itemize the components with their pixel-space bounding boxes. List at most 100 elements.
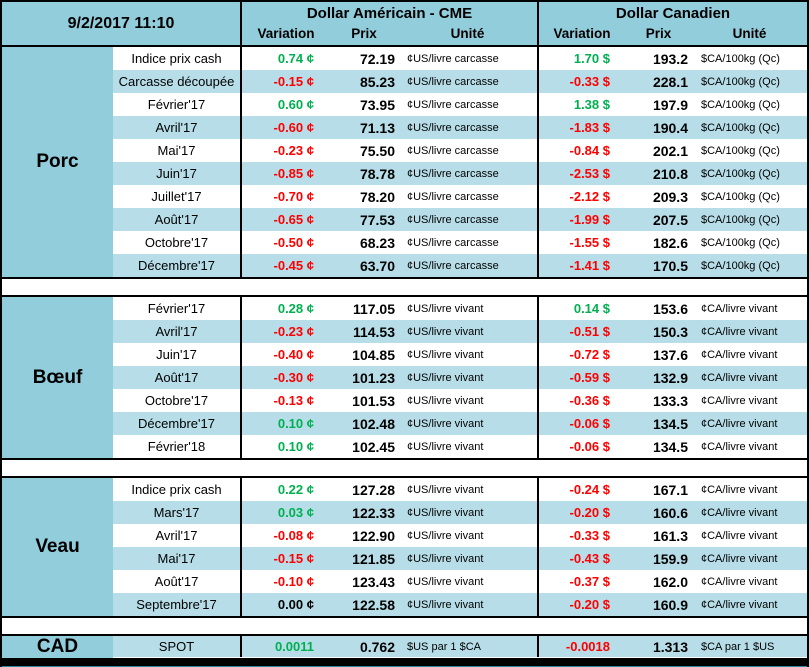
us-variation: -0.08 ¢ — [240, 524, 330, 547]
variation-value: 0.10 ¢ — [277, 439, 314, 454]
us-unit: ¢US/livre carcasse — [407, 121, 499, 134]
section-label: Veau — [2, 478, 113, 616]
us-price: 114.53 — [352, 323, 395, 340]
ca-variation: -1.99 $ — [537, 208, 625, 231]
section-gap — [2, 618, 807, 634]
row-label: Avril'17 — [155, 528, 198, 543]
ca-unit: $CA/100kg (Qc) — [701, 190, 780, 203]
variation-value: 1.38 $ — [573, 97, 610, 112]
column-header-variation: Variation — [553, 26, 611, 41]
us-unit: ¢US/livre vivant — [407, 529, 484, 542]
us-price: 0.762 — [359, 638, 395, 655]
us-variation: 0.10 ¢ — [240, 412, 330, 435]
timestamp: 9/2/2017 11:10 — [67, 14, 175, 32]
ca-variation: -0.33 $ — [537, 70, 625, 93]
column-header-prix: Prix — [351, 26, 377, 41]
ca-unit: ¢CA/livre vivant — [701, 325, 778, 338]
row-label: Mai'17 — [157, 143, 196, 158]
row-label: Carcasse découpée — [118, 74, 235, 89]
us-unit: ¢US/livre vivant — [407, 552, 484, 565]
variation-value: -0.15 ¢ — [273, 551, 314, 566]
table-body: Porc Indice prix cash 0.74 ¢ 72.19 ¢US/livre… — [2, 45, 807, 660]
us-unit: $US par 1 $CA — [407, 640, 481, 653]
us-unit: ¢US/livre carcasse — [407, 236, 499, 249]
row-label: Juillet'17 — [151, 189, 202, 204]
ca-variation: -0.20 $ — [537, 593, 625, 616]
ca-variation: -0.0018 — [537, 636, 625, 657]
us-price: 68.23 — [359, 234, 395, 251]
us-price: 122.90 — [352, 527, 395, 544]
us-unit: ¢US/livre vivant — [407, 394, 484, 407]
ca-unit: $CA/100kg (Qc) — [701, 213, 780, 226]
row-label: Juin'17 — [156, 347, 197, 362]
us-price: 78.20 — [359, 188, 395, 205]
table-row: Indice prix cash 0.22 ¢ 127.28 ¢US/livre vi… — [113, 478, 807, 501]
us-variation: -0.70 ¢ — [240, 185, 330, 208]
us-variation: 0.60 ¢ — [240, 93, 330, 116]
ca-variation: -0.24 $ — [537, 478, 625, 501]
variation-value: -0.08 ¢ — [273, 528, 314, 543]
ca-price: 210.8 — [652, 165, 688, 182]
variation-value: -0.59 $ — [569, 370, 610, 385]
ca-variation: 1.70 $ — [537, 47, 625, 70]
table-row: Juillet'17 -0.70 ¢ 78.20 ¢US/livre carcasse… — [113, 185, 807, 208]
column-header-unite: Unité — [732, 26, 767, 41]
ca-variation: -0.06 $ — [537, 412, 625, 435]
row-label: Avril'17 — [155, 120, 198, 135]
variation-value: -0.37 $ — [569, 574, 610, 589]
table-row: Février'17 0.60 ¢ 73.95 ¢US/livre carcasse 1… — [113, 93, 807, 116]
ca-price: 202.1 — [652, 142, 688, 159]
us-price: 122.33 — [352, 504, 395, 521]
ca-variation: -0.20 $ — [537, 501, 625, 524]
ca-unit: ¢CA/livre vivant — [701, 529, 778, 542]
variation-value: -0.45 ¢ — [273, 258, 314, 273]
variation-value: -1.83 $ — [569, 120, 610, 135]
ca-variation: -2.12 $ — [537, 185, 625, 208]
variation-value: 0.10 ¢ — [277, 416, 314, 431]
ca-variation: 0.14 $ — [537, 297, 625, 320]
ca-variation: -0.33 $ — [537, 524, 625, 547]
variation-value: -0.15 ¢ — [273, 74, 314, 89]
header-ca-title: Dollar Canadien — [615, 5, 731, 22]
variation-value: -0.30 ¢ — [273, 370, 314, 385]
us-variation: -0.23 ¢ — [240, 139, 330, 162]
us-variation: -0.50 ¢ — [240, 231, 330, 254]
variation-value: -0.85 ¢ — [273, 166, 314, 181]
variation-value: -0.23 ¢ — [273, 143, 314, 158]
row-label: Septembre'17 — [136, 597, 217, 612]
table-row: Octobre'17 -0.50 ¢ 68.23 ¢US/livre carcasse… — [113, 231, 807, 254]
variation-value: -2.53 $ — [569, 166, 610, 181]
us-variation: 0.00 ¢ — [240, 593, 330, 616]
us-unit: ¢US/livre carcasse — [407, 213, 499, 226]
ca-unit: ¢CA/livre vivant — [701, 575, 778, 588]
us-price: 101.53 — [352, 392, 395, 409]
section-cad: CAD SPOT 0.0011 0.762 $US par 1 $CA -0.0018 1.… — [2, 634, 807, 660]
us-price: 102.45 — [352, 438, 395, 455]
us-price: 85.23 — [359, 73, 395, 90]
ca-unit: ¢CA/livre vivant — [701, 417, 778, 430]
table-row: SPOT 0.0011 0.762 $US par 1 $CA -0.0018 1.313… — [113, 636, 807, 657]
us-price: 122.58 — [352, 596, 395, 613]
ca-variation: -0.06 $ — [537, 435, 625, 458]
ca-unit: $CA/100kg (Qc) — [701, 121, 780, 134]
row-label: Octobre'17 — [144, 235, 209, 250]
table-row: Octobre'17 -0.13 ¢ 101.53 ¢US/livre vivant -… — [113, 389, 807, 412]
us-unit: ¢US/livre vivant — [407, 417, 484, 430]
variation-value: -0.06 $ — [569, 416, 610, 431]
table-row: Avril'17 -0.60 ¢ 71.13 ¢US/livre carcasse -1… — [113, 116, 807, 139]
table-row: Carcasse découpée -0.15 ¢ 85.23 ¢US/livre c… — [113, 70, 807, 93]
section-gap — [2, 460, 807, 476]
section-rows: Indice prix cash 0.22 ¢ 127.28 ¢US/livre vi… — [113, 478, 807, 616]
ca-price: 207.5 — [652, 211, 688, 228]
row-label: Août'17 — [154, 212, 199, 227]
ca-unit: $CA par 1 $US — [701, 640, 775, 653]
us-unit: ¢US/livre carcasse — [407, 259, 499, 272]
variation-value: -0.72 $ — [569, 347, 610, 362]
section-rows: SPOT 0.0011 0.762 $US par 1 $CA -0.0018 1.313… — [113, 636, 807, 658]
ca-unit: ¢CA/livre vivant — [701, 440, 778, 453]
row-label: Avril'17 — [155, 324, 198, 339]
row-label: Août'17 — [154, 370, 199, 385]
bottom-border-bar — [2, 660, 807, 666]
table-row: Juin'17 -0.85 ¢ 78.78 ¢US/livre carcasse -2.… — [113, 162, 807, 185]
variation-value: 0.60 ¢ — [277, 97, 314, 112]
